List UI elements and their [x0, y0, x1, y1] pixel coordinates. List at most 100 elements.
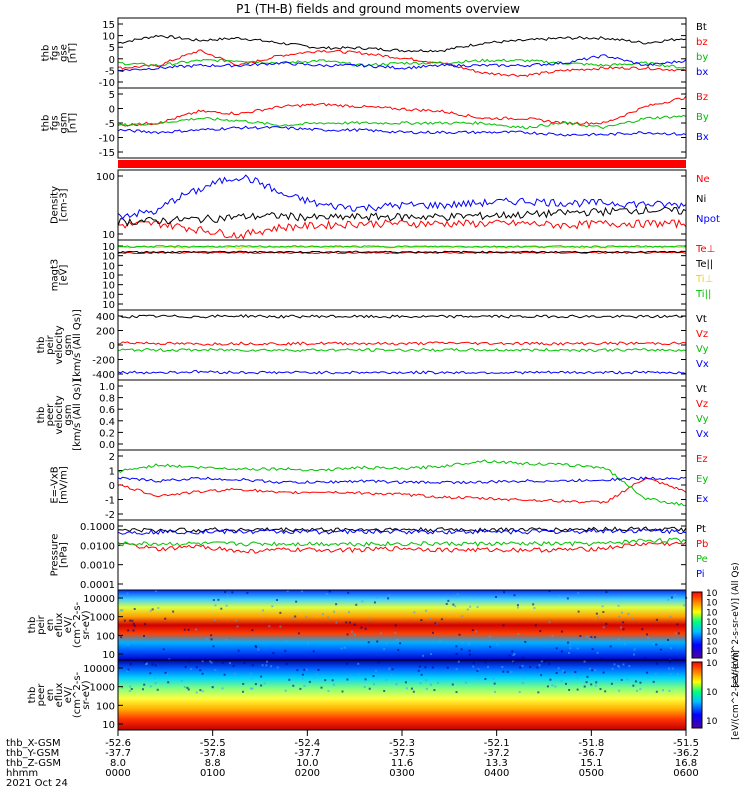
heatmap-speckle	[183, 628, 186, 631]
legend-entry: Ti||	[695, 289, 711, 300]
y-tick-label: 0.0100	[80, 541, 115, 552]
heatmap-speckle	[350, 630, 353, 633]
heatmap-speckle	[518, 691, 521, 694]
heatmap-speckle	[257, 648, 260, 651]
heatmap-speckle	[133, 607, 136, 610]
heatmap-speckle	[211, 686, 214, 689]
heatmap-speckle	[594, 684, 597, 687]
y-tick-label: -400	[92, 370, 115, 381]
heatmap-speckle	[246, 591, 249, 594]
y-axis-label: fgs	[50, 45, 61, 60]
heatmap-speckle	[268, 625, 271, 628]
legend-entry: Pt	[696, 524, 706, 535]
heatmap-speckle	[567, 641, 570, 644]
heatmap-speckle	[620, 678, 623, 681]
y-axis-label: [nPa]	[59, 542, 70, 568]
panel-frame	[117, 17, 687, 89]
heatmap-speckle	[670, 596, 673, 599]
heatmap-speckle	[468, 643, 471, 646]
heatmap-speckle	[377, 676, 380, 679]
heatmap-speckle	[172, 610, 175, 613]
y-axis-label: (cm^2-s-	[72, 671, 83, 718]
heatmap-speckle	[209, 660, 212, 663]
x-tick-label: -51.8	[578, 738, 604, 749]
heatmap-speckle	[495, 595, 498, 598]
heatmap-speckle	[669, 672, 672, 675]
heatmap-speckle	[292, 616, 295, 619]
heatmap-speckle	[560, 630, 563, 633]
heatmap-speckle	[369, 618, 372, 621]
heatmap-speckle	[164, 617, 167, 620]
heatmap-speckle	[363, 686, 366, 689]
heatmap-speckle	[579, 634, 582, 637]
y-tick-label: 1000	[90, 613, 115, 624]
heatmap-speckle	[149, 672, 152, 675]
x-tick-label: -36.7	[578, 748, 604, 759]
heatmap-speckle	[376, 640, 379, 643]
y-axis-label: eV/	[63, 686, 74, 703]
heatmap-speckle	[340, 647, 343, 650]
x-tick-label: -51.5	[673, 738, 699, 749]
y-axis-label: thb	[27, 617, 38, 634]
colorbar-tick-label: 10	[706, 717, 718, 727]
heatmap-speckle	[516, 604, 519, 607]
y-axis-label: thb	[36, 407, 47, 424]
heatmap-speckle	[560, 680, 563, 683]
heatmap-speckle	[569, 647, 572, 650]
legend-entry: Vx	[696, 359, 709, 370]
y-tick-label: 100	[96, 631, 115, 642]
heatmap-speckle	[249, 672, 252, 675]
heatmap-speckle	[532, 603, 535, 606]
heatmap-speckle	[307, 642, 310, 645]
heatmap-speckle	[141, 688, 144, 691]
heatmap-speckle	[466, 608, 469, 611]
x-tick-label: 0100	[200, 768, 225, 779]
heatmap-speckle	[641, 628, 644, 631]
heatmap-speckle	[538, 664, 541, 667]
heatmap-speckle	[220, 607, 223, 610]
heatmap-speckle	[586, 675, 589, 678]
heatmap-speckle	[430, 653, 433, 656]
y-tick-label: 10	[102, 281, 115, 292]
heatmap-speckle	[374, 669, 377, 672]
heatmap-speckle	[446, 666, 449, 669]
heatmap-speckle	[564, 682, 567, 685]
y-tick-label: 10	[102, 252, 115, 263]
series-line	[117, 369, 687, 375]
heatmap-speckle	[254, 683, 257, 686]
y-tick-label: 100	[96, 172, 115, 183]
heatmap-speckle	[237, 649, 240, 652]
colorbar-bar	[691, 591, 703, 659]
heatmap-speckle	[154, 682, 157, 685]
heatmap-speckle	[353, 623, 356, 626]
heatmap-speckle	[674, 632, 677, 635]
heatmap-speckle	[622, 663, 625, 666]
heatmap-speckle	[537, 691, 540, 694]
heatmap-speckle	[375, 596, 378, 599]
heatmap-speckle	[487, 665, 490, 668]
panel-6: E=-VxB[mV/m] 2 1 0 -1 -2 Ez Ey Ex	[50, 449, 708, 521]
heatmap-speckle	[151, 663, 154, 666]
heatmap-speckle	[462, 674, 465, 677]
heatmap-speckle	[128, 690, 131, 693]
heatmap-speckle	[549, 678, 552, 681]
heatmap-speckle	[221, 661, 224, 664]
heatmap-speckle	[410, 687, 413, 690]
heatmap-speckle	[210, 638, 213, 641]
series-line	[117, 219, 687, 240]
heatmap-speckle	[560, 650, 563, 653]
legend-entry: Ne	[696, 174, 710, 185]
legend-entry: bz	[696, 37, 708, 48]
heatmap-fill	[118, 590, 686, 660]
legend-entry: Te||	[695, 259, 713, 270]
heatmap-speckle	[568, 688, 571, 691]
heatmap-speckle	[391, 668, 394, 671]
y-axis-label: peer	[36, 683, 47, 707]
heatmap-speckle	[668, 667, 671, 670]
heatmap-speckle	[569, 644, 572, 647]
colorbar-label: [eV/(cm^2-s-sr-eV)]	[731, 650, 741, 740]
heatmap-speckle	[261, 664, 264, 667]
heatmap-speckle	[597, 616, 600, 619]
heatmap-speckle	[517, 633, 520, 636]
